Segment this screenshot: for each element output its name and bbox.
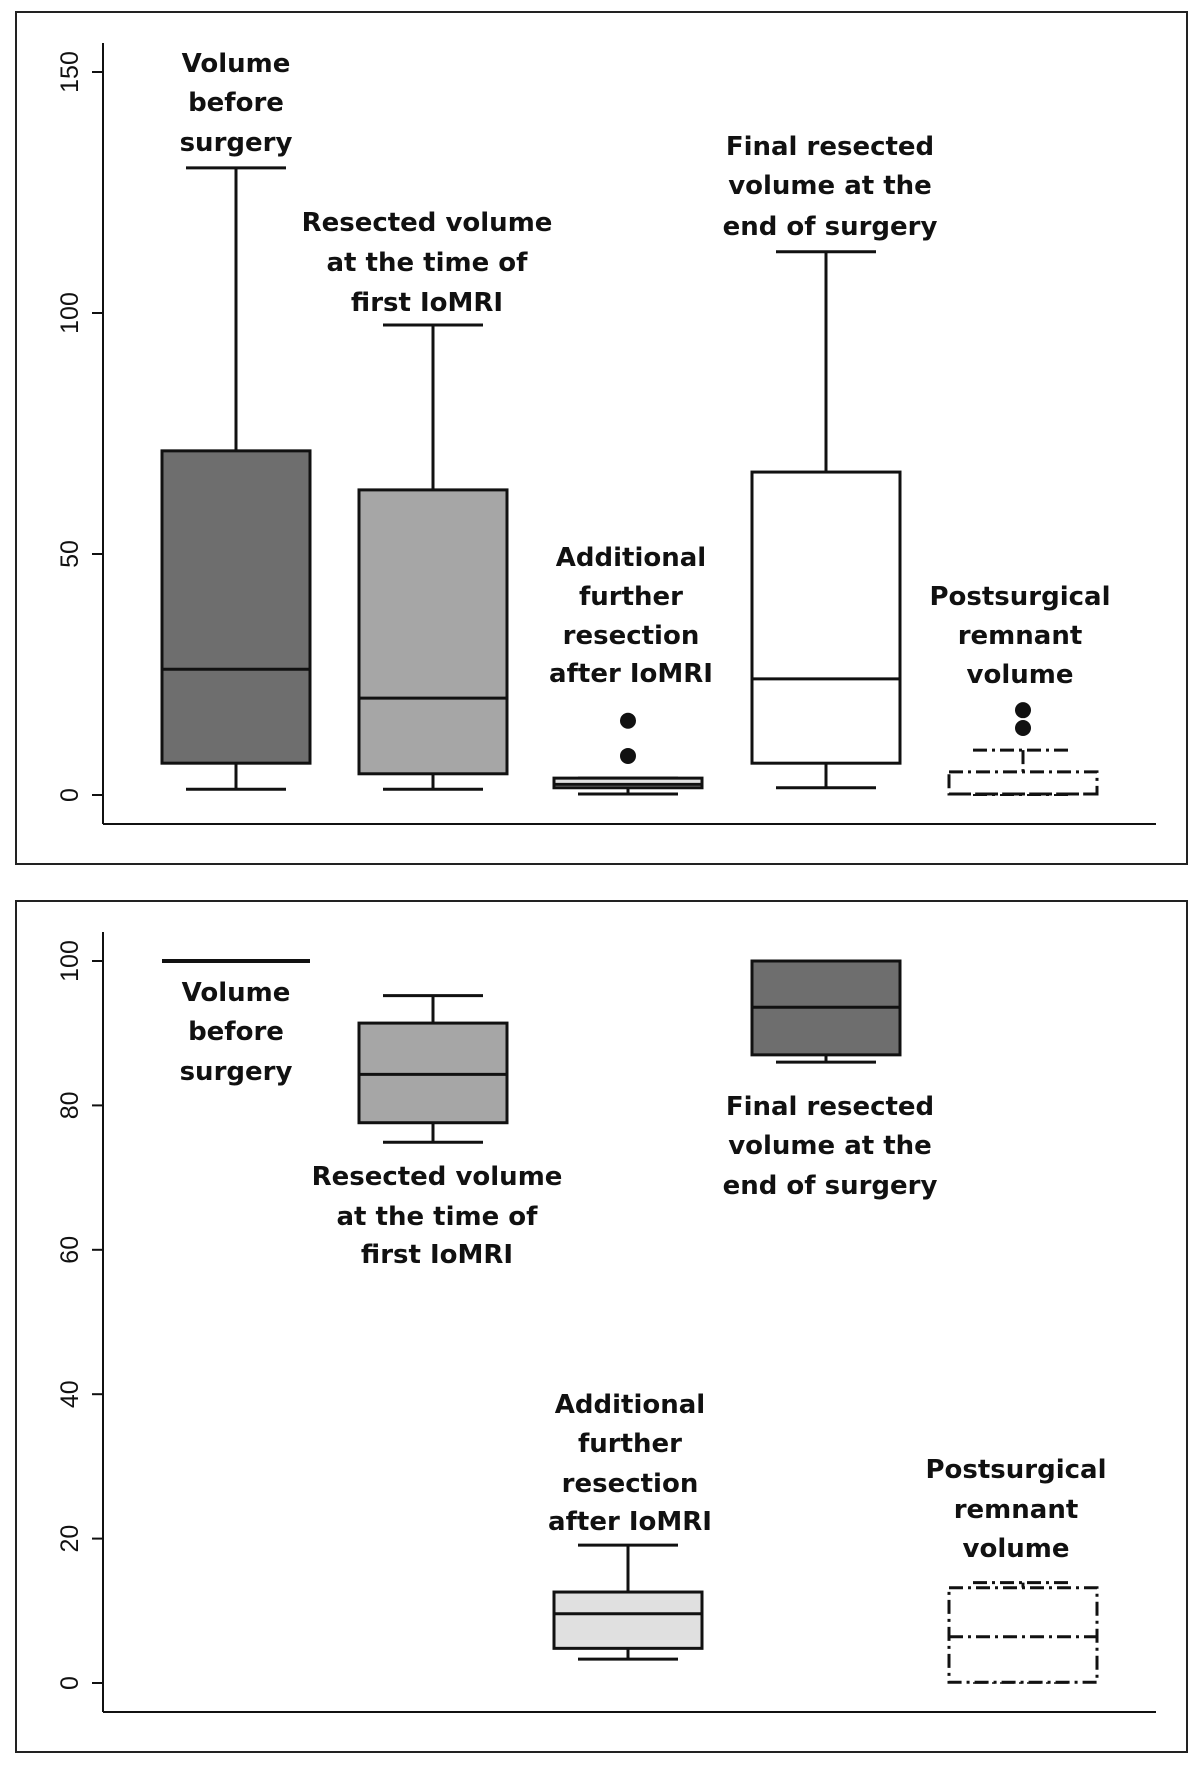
y-tick-label: 50 (56, 540, 84, 568)
box-label-line: Additional (555, 1390, 705, 1420)
box-volume-before-surgery: Volume before surgery (162, 959, 310, 1087)
box-resected-volume-at-the-time-of-first-iomri: Resected volume at the time of first IoMRI (302, 208, 553, 791)
y-tick-label: 150 (56, 51, 84, 93)
box-label-line: further (578, 1429, 682, 1459)
box-postsurgical-remnant-volume: Postsurgical remnant volume (925, 1455, 1107, 1684)
box-label-line: first IoMRI (351, 288, 503, 318)
box-label-line: at the time of (337, 1202, 539, 1232)
panel-frame (15, 11, 1188, 865)
box-label-line: volume at the (728, 1131, 932, 1161)
box-label-line: Final resected (726, 1092, 934, 1122)
box-final-resected-volume-at-the-end-of-surgery: Final resected volume at the end of surger… (723, 132, 938, 790)
box-label-line: after IoMRI (548, 1507, 712, 1537)
y-tick-label: 0 (56, 1676, 84, 1690)
box-postsurgical-remnant-volume: Postsurgical remnant volume (929, 582, 1111, 797)
outlier-point (1015, 720, 1031, 737)
box-label-line: volume (967, 660, 1074, 690)
outlier-point (620, 747, 636, 764)
box-label-line: Postsurgical (925, 1455, 1106, 1485)
box-label-line: Final resected (726, 132, 934, 162)
box-label-line: first IoMRI (361, 1240, 513, 1270)
box-label-line: before (188, 88, 284, 118)
box-label-line: Volume (182, 978, 291, 1008)
outlier-point (1015, 702, 1031, 719)
box-label-line: Additional (556, 543, 706, 573)
panel-volume-absolute: 0 50 100 150 Volume before surgery Resected vol… (15, 11, 1188, 865)
y-tick-label: 100 (56, 292, 84, 334)
box-label-line: surgery (180, 1057, 293, 1087)
box-label-line: Resected volume (302, 208, 553, 238)
panel-frame (15, 900, 1188, 1753)
box-label-line: resection (562, 1469, 699, 1499)
box-label-line: volume (963, 1534, 1070, 1564)
box-resected-volume-at-the-time-of-first-iomri: Resected volume at the time of first IoMRI (312, 994, 563, 1270)
y-tick-label: 20 (56, 1525, 84, 1553)
box-additional-further-resection-after-iomri: Additional further resection after IoMRI (548, 1390, 712, 1661)
box-label-line: before (188, 1017, 284, 1047)
y-tick-label: 100 (56, 940, 84, 982)
box-label-line: volume at the (728, 171, 932, 201)
box-label-line: Resected volume (312, 1162, 563, 1192)
box-label-line: after IoMRI (549, 659, 713, 689)
box-label-line: end of surgery (723, 1171, 938, 1201)
box-additional-further-resection-after-iomri: Additional further resection after IoMRI (549, 543, 713, 796)
y-tick-label: 80 (56, 1091, 84, 1119)
y-tick-label: 60 (56, 1236, 84, 1264)
iqr-box (947, 770, 1099, 796)
iqr-box (947, 1586, 1099, 1684)
outlier-point (620, 712, 636, 729)
box-label-line: at the time of (327, 248, 529, 278)
iqr-box (750, 470, 902, 765)
box-label-line: Volume (182, 49, 291, 79)
box-label-line: surgery (180, 128, 293, 158)
box-label-line: Postsurgical (929, 582, 1110, 612)
box-final-resected-volume-at-the-end-of-surgery: Final resected volume at the end of surger… (723, 959, 938, 1201)
y-tick-label: 0 (56, 788, 84, 802)
panel-volume-percent: 0 20 40 60 80 100 Volume before surgery Resected … (15, 900, 1188, 1753)
box-label-line: further (579, 582, 683, 612)
box-label-line: end of surgery (723, 212, 938, 242)
box-label-line: resection (563, 621, 700, 651)
iqr-box (552, 1590, 704, 1650)
box-volume-before-surgery: Volume before surgery (160, 49, 312, 791)
y-tick-label: 40 (56, 1380, 84, 1408)
iqr-box (160, 449, 312, 765)
box-label-line: remnant (954, 1495, 1079, 1525)
iqr-box (357, 488, 509, 776)
box-label-line: remnant (958, 621, 1083, 651)
